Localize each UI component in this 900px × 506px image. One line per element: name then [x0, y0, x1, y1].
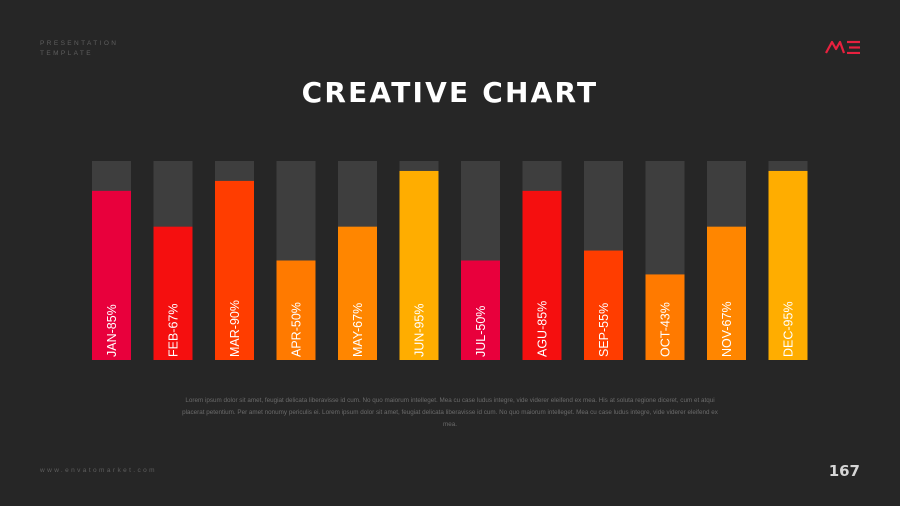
- bar-label-dec: DEC-95%: [782, 301, 796, 357]
- bar-jun: [399, 170, 439, 360]
- body-paragraph: Lorem ipsum dolor sit amet, feugiat deli…: [182, 397, 718, 428]
- page-number: 167: [828, 462, 860, 480]
- bar-label-oct: OCT-43%: [659, 302, 673, 357]
- bar-label-nov: NOV-67%: [720, 301, 734, 357]
- bar-sep: [584, 250, 623, 360]
- bar-label-jan: JAN-85%: [105, 304, 119, 357]
- presentation-template-label: PRESENTATION TEMPLATE: [40, 39, 118, 59]
- bar-oct: [645, 274, 685, 360]
- bar-label-jul: JUL-50%: [474, 306, 488, 357]
- brand-logo-icon: [825, 40, 860, 54]
- bar-label-may: MAY-67%: [351, 303, 365, 357]
- bar-label-feb: FEB-67%: [167, 304, 181, 358]
- page-title: CREATIVE CHART: [301, 76, 599, 109]
- bar-label-apr: APR-50%: [290, 302, 304, 357]
- bar-label-sep: SEP-55%: [597, 303, 611, 357]
- bar-mar: [215, 180, 254, 360]
- header-line-2: TEMPLATE: [40, 50, 94, 57]
- bar-jan: [92, 190, 131, 360]
- footer-url: www.envatomarket.com: [40, 467, 157, 474]
- bar-apr: [276, 260, 316, 360]
- bar-nov: [707, 226, 746, 360]
- bar-label-agu: AGU-85%: [536, 301, 550, 357]
- bar-may: [338, 226, 377, 360]
- bar-dec: [768, 170, 808, 360]
- bar-jul: [461, 260, 500, 360]
- bar-feb: [153, 226, 193, 360]
- bar-label-mar: MAR-90%: [228, 300, 242, 357]
- bar-label-jun: JUN-95%: [413, 304, 427, 358]
- bar-agu: [522, 190, 562, 360]
- header-line-1: PRESENTATION: [40, 40, 119, 47]
